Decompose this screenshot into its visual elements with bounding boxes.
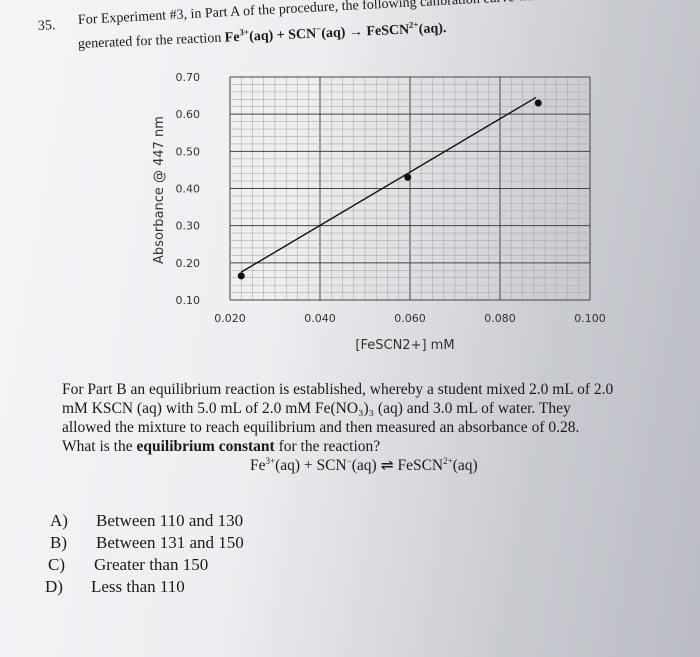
x-tick-label: 0.100 (574, 312, 606, 325)
y-tick-label: 0.40 (176, 183, 201, 196)
y-tick-label: 0.70 (176, 71, 201, 84)
data-point (404, 173, 412, 181)
part-b-line-2: mM KSCN (aq) with 5.0 mL of 2.0 mM Fe(NO… (62, 400, 571, 417)
y-tick-label: 0.20 (176, 257, 201, 270)
chart-grid (229, 76, 591, 301)
trendline (240, 96, 537, 273)
equilibrium-equation: Fe3+(aq) + SCN−(aq) ⇌ FeSCN2+(aq) (250, 455, 478, 474)
calibration-chart: 0.020 0.040 0.060 0.080 0.100 0.10 0.20 0.30 0.4… (152, 71, 606, 353)
y-tick-label: 0.60 (176, 108, 201, 121)
option-c[interactable]: C) Greater than 150 (48, 555, 209, 574)
option-b[interactable]: B) Between 131 and 150 (50, 533, 244, 552)
data-point (237, 272, 245, 280)
part-b-line-3: allowed the mixture to reach equilibrium… (62, 419, 580, 436)
y-tick-label: 0.10 (176, 294, 201, 307)
part-b-line-1: For Part B an equilibrium reaction is es… (62, 381, 614, 398)
part-b-text: For Part B an equilibrium reaction is es… (62, 380, 682, 475)
part-b-line-4: What is the equilibrium constant for the… (62, 438, 381, 455)
y-tick-label: 0.50 (176, 145, 201, 158)
option-a[interactable]: A) Between 110 and 130 (50, 511, 244, 530)
option-d[interactable]: D) Less than 110 (45, 577, 185, 596)
y-tick-label: 0.30 (176, 220, 201, 233)
data-point (534, 99, 542, 107)
x-tick-label: 0.040 (304, 312, 336, 325)
x-tick-label: 0.060 (394, 312, 426, 325)
x-tick-label: 0.080 (484, 312, 516, 325)
x-tick-label: 0.020 (214, 312, 246, 325)
y-axis-label: Absorbance @ 447 nm (152, 116, 167, 264)
answer-options: A) Between 110 and 130 B) Between 131 and … (45, 510, 244, 598)
x-axis-label: [FeSCN2+] mM (355, 338, 454, 353)
